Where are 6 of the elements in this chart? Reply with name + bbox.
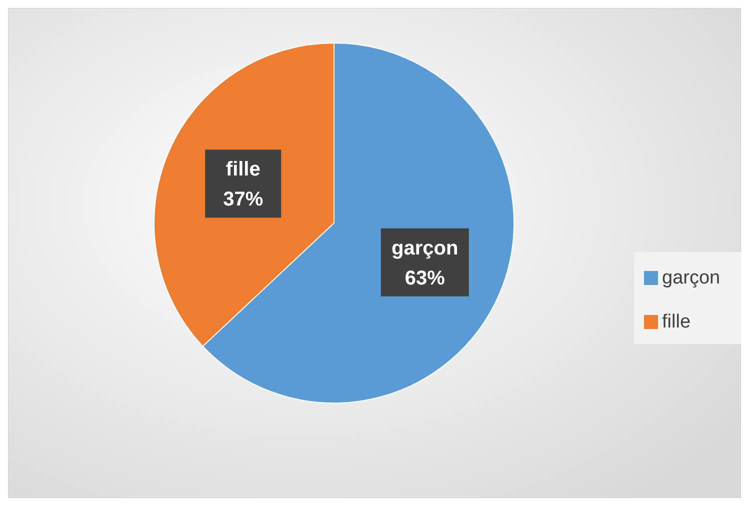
slice-label: fille <box>226 158 260 181</box>
slice-label: garçon <box>392 237 458 260</box>
data-label: 63% <box>404 267 446 290</box>
legend-label: fille <box>662 312 691 332</box>
slice-label: garçon <box>662 268 720 288</box>
data-label: 37% <box>223 188 264 211</box>
